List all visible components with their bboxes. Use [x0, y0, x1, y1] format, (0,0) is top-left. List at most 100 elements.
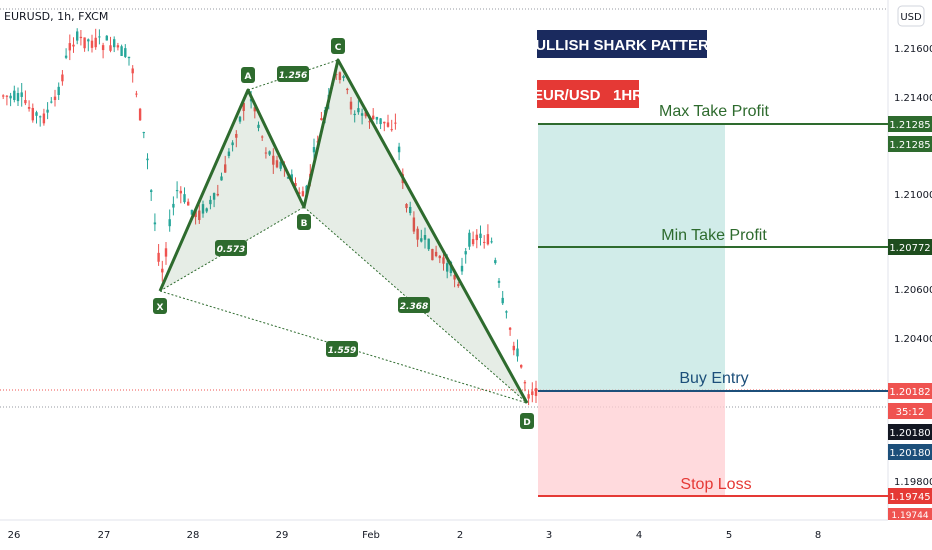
ratio-xb: 0.573: [217, 245, 245, 255]
candle-body: [394, 122, 397, 124]
candle-body: [483, 241, 486, 243]
candle-body: [453, 274, 456, 280]
candle-body: [98, 36, 101, 38]
candle-body: [238, 116, 242, 122]
candle-body: [279, 161, 282, 169]
ratio-bd-badge: 2.368: [398, 297, 430, 313]
candle-body: [275, 160, 279, 168]
entry-axis-label: 1.20182: [889, 387, 930, 398]
ratio-xd-badge: 1.559: [326, 341, 358, 357]
point-b-marker[interactable]: B: [297, 214, 311, 230]
candle-body: [375, 116, 379, 120]
candle-body: [142, 132, 145, 134]
candle-body: [127, 56, 131, 59]
point-x-marker[interactable]: X: [153, 298, 167, 314]
candle-body: [201, 204, 205, 214]
last-price-axis-badge: 1.20180: [888, 424, 932, 440]
candle-body: [220, 176, 223, 181]
stop-axis-badge: 1.19745: [888, 488, 932, 504]
candle-body: [523, 382, 527, 384]
candle-body: [138, 108, 142, 121]
countdown-axis-badge: 35:12: [888, 403, 932, 419]
candle-body: [39, 116, 42, 118]
candle-body: [512, 345, 515, 351]
candle-body: [161, 268, 164, 273]
candle-body: [68, 43, 71, 51]
candle-body: [298, 192, 301, 195]
candle-body: [249, 98, 253, 102]
y-tick-label: 1.20600: [894, 285, 932, 296]
candle-body: [490, 241, 493, 243]
candle-body: [501, 297, 504, 304]
y-tick-label: 1.20400: [894, 334, 932, 345]
point-c-marker[interactable]: C: [331, 38, 345, 54]
candle-body: [383, 121, 386, 124]
candle-body: [5, 95, 9, 97]
candle-body: [290, 174, 293, 181]
max-tp-axis-badge: 1.21285: [888, 116, 932, 132]
candle-body: [83, 37, 86, 49]
candle-body: [346, 88, 349, 91]
take-profit-zone: [538, 124, 725, 391]
x-tick-label: 27: [98, 530, 111, 541]
candle-body: [146, 158, 149, 161]
stop-low-axis-label: 1.19744: [891, 511, 928, 521]
max-tp-price-badge: 1.21285: [888, 136, 932, 152]
candle-body: [261, 136, 264, 138]
candle-body: [320, 118, 323, 120]
time-axis-ticks: 26 27 28 29 Feb 2 3 4 5 8: [8, 530, 822, 541]
point-d-label: D: [523, 418, 530, 428]
min-tp-axis-badge: 1.20772: [888, 239, 932, 255]
candle-body: [360, 113, 364, 116]
pattern-xab-fill: [160, 90, 304, 291]
candle-body: [286, 177, 290, 179]
bid-axis-label: 1.20180: [889, 448, 930, 459]
currency-button[interactable]: USD: [897, 5, 925, 27]
candle-body: [349, 101, 353, 110]
candle-body: [87, 39, 90, 42]
candle-body: [209, 199, 212, 205]
candle-body: [434, 251, 438, 257]
entry-axis-badge: 1.20182: [888, 383, 932, 399]
candle-body: [531, 391, 534, 396]
candle-body: [157, 252, 160, 262]
ratio-bc: 1.256: [279, 71, 307, 81]
candle-body: [224, 164, 227, 173]
candle-body: [357, 108, 360, 113]
candle-body: [190, 209, 194, 215]
candle-body: [53, 96, 57, 101]
candle-body: [438, 255, 441, 259]
candle-body: [475, 234, 478, 241]
price-axis-ticks: 1.21600 1.21400 1.21000 1.20600 1.20400 …: [894, 44, 932, 488]
candle-body: [235, 133, 238, 138]
candle-body: [231, 142, 234, 146]
point-a-marker[interactable]: A: [241, 67, 255, 83]
buy-entry-label: Buy Entry: [679, 370, 748, 387]
candle-body: [2, 95, 5, 97]
candle-body: [460, 265, 464, 272]
x-tick-label: 4: [636, 530, 642, 541]
candle-body: [61, 74, 64, 82]
ratio-xb-badge: 0.573: [215, 240, 247, 256]
candle-body: [153, 222, 157, 225]
y-tick-label: 1.19800: [894, 477, 932, 488]
candle-body: [27, 107, 31, 109]
candle-body: [101, 45, 105, 51]
max-tp-axis-label: 1.21285: [889, 120, 930, 131]
candle-body: [264, 152, 268, 154]
x-tick-label: 2: [457, 530, 463, 541]
candle-body: [372, 115, 375, 120]
candle-body: [423, 235, 427, 240]
candle-body: [416, 228, 419, 240]
point-d-marker[interactable]: D: [520, 413, 534, 429]
candle-body: [150, 190, 153, 192]
candle-body: [301, 191, 305, 197]
candle-body: [42, 113, 46, 124]
x-tick-label: 28: [187, 530, 200, 541]
candle-body: [294, 183, 297, 187]
candle-body: [120, 46, 123, 56]
candle-body: [312, 147, 316, 153]
candle-body: [427, 238, 430, 250]
